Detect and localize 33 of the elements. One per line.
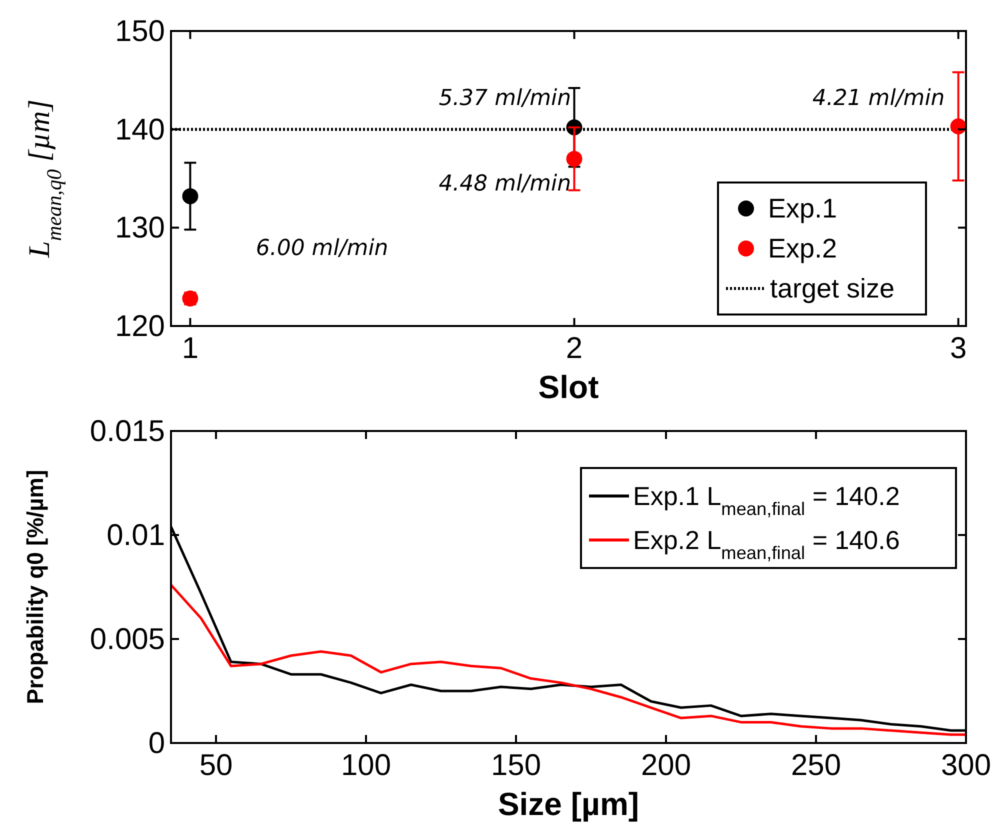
y-tick-label: 120: [114, 310, 165, 343]
x-axis-title: Slot: [538, 369, 600, 405]
point: [182, 188, 198, 204]
x-axis-title: Size [µm]: [498, 786, 640, 822]
x-tick-label: 50: [199, 749, 233, 782]
y-tick-label: 150: [114, 15, 165, 48]
x-tick-label: 250: [790, 749, 842, 782]
point: [566, 150, 582, 167]
legend-label: target size: [770, 274, 895, 304]
x-tick-label: 3: [950, 332, 967, 365]
y-tick-label: 140: [114, 113, 165, 146]
legend-label: Exp.2: [768, 234, 838, 264]
y-tick-label: 0.005: [90, 623, 165, 656]
y-tick-label: 0.01: [106, 519, 165, 552]
x-tick-label: 150: [490, 749, 542, 782]
annotation: 6.00 ml/min: [256, 236, 388, 262]
y-axis-title: Propability q0 [%/µm]: [22, 470, 48, 704]
x-tick-label: 200: [640, 749, 692, 782]
legend-label: Exp.1: [768, 194, 838, 224]
point: [950, 118, 966, 134]
x-tick-label: 2: [566, 332, 583, 365]
x-tick-label: 300: [940, 749, 992, 782]
annotation: 5.37 ml/min: [438, 86, 572, 111]
legend-label: Exp.1 L$_{mean,final}$ = 140.2: [633, 481, 900, 519]
x-tick-label: 100: [340, 749, 392, 782]
legend-label: Exp.2 L$_{mean,final}$ = 140.6: [633, 525, 900, 563]
y-tick-label: 0.015: [90, 415, 165, 448]
annotation: 4.48 ml/min: [438, 171, 572, 196]
line-series: [171, 584, 966, 736]
y-tick-label: 130: [114, 212, 165, 245]
x-tick-label: 1: [182, 332, 199, 365]
y-tick-label: 0: [148, 727, 165, 760]
annotation: 4.21 ml/min: [812, 86, 945, 111]
